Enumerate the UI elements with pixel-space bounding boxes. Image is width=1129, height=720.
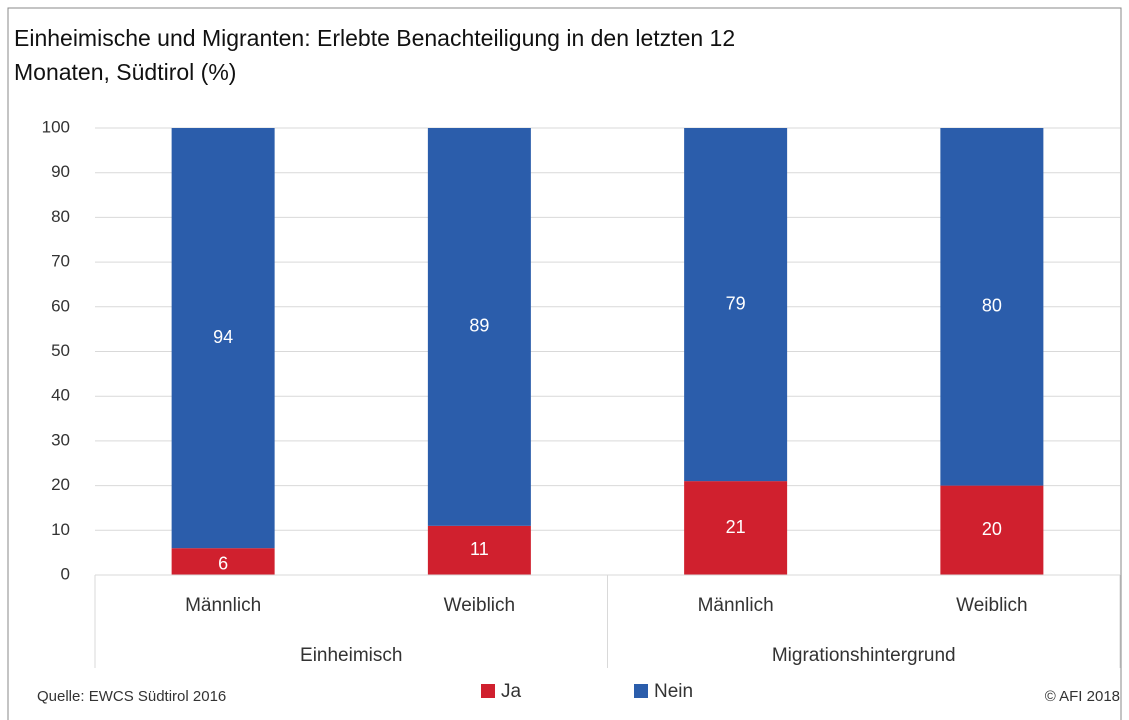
y-tick-label: 60 (51, 296, 70, 315)
group-label: Migrationshintergrund (772, 645, 956, 666)
legend-label: Nein (654, 681, 693, 702)
x-tick-label: Männlich (698, 595, 774, 616)
bar-segment (427, 128, 531, 526)
data-label: 80 (982, 296, 1002, 316)
bar-segment (171, 128, 275, 549)
group-label: Einheimisch (300, 645, 402, 666)
legend-swatch (634, 684, 648, 698)
bar-segment (171, 548, 275, 575)
x-tick-label: Weiblich (956, 595, 1027, 616)
data-label: 20 (982, 519, 1002, 539)
data-label: 11 (470, 539, 489, 559)
y-tick-label: 0 (61, 564, 70, 583)
legend-swatch (481, 684, 495, 698)
data-label: 79 (726, 293, 746, 313)
frame (7, 7, 1122, 720)
y-tick-label: 90 (51, 162, 70, 181)
y-tick-label: 100 (42, 117, 70, 136)
bar-segment (427, 525, 531, 575)
chart-title: Monaten, Südtirol (%) (14, 59, 236, 85)
bar-segment (684, 481, 788, 575)
y-tick-label: 80 (51, 207, 70, 226)
x-tick-label: Weiblich (444, 595, 515, 616)
legend-label: Ja (501, 681, 522, 702)
y-tick-label: 10 (51, 520, 70, 539)
bar-segment (940, 128, 1044, 486)
y-tick-label: 20 (51, 475, 70, 494)
bar-segment (940, 485, 1044, 575)
y-tick-label: 40 (51, 386, 70, 405)
bar-segment (684, 128, 788, 482)
x-tick-label: Männlich (185, 595, 261, 616)
chart-title: Einheimische und Migranten: Erlebte Bena… (14, 25, 735, 51)
data-label: 94 (213, 327, 233, 347)
data-label: 6 (218, 553, 228, 573)
data-label: 89 (469, 316, 489, 336)
y-tick-label: 30 (51, 430, 70, 449)
source: Quelle: EWCS Südtirol 2016 (37, 688, 226, 705)
credit: © AFI 2018 (1045, 688, 1120, 705)
data-label: 21 (726, 517, 746, 537)
y-tick-label: 50 (51, 341, 70, 360)
y-tick-label: 70 (51, 252, 70, 271)
